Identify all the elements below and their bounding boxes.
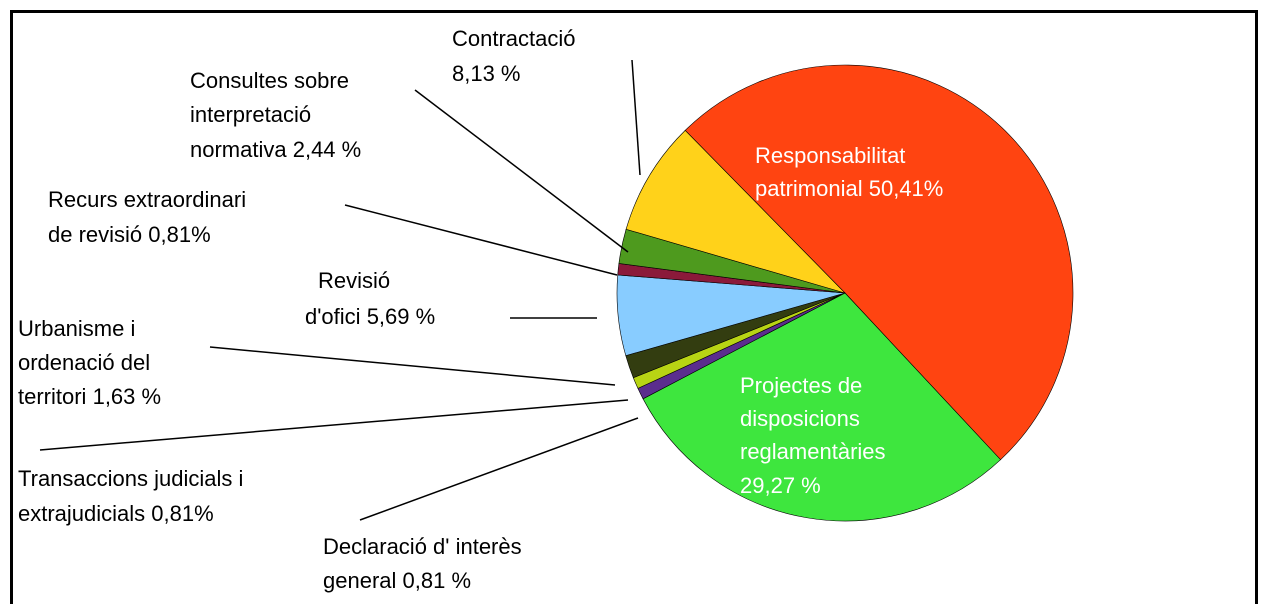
category-label: Responsabilitat	[755, 143, 905, 168]
category-label: Projectes de	[740, 373, 862, 398]
pie-slice	[642, 292, 1001, 522]
leader-line	[414, 89, 629, 253]
leader-line	[209, 346, 616, 386]
category-label: reglamentàries	[740, 439, 886, 464]
category-label: Revisió	[318, 268, 390, 293]
value-label: 50,41%	[869, 176, 944, 201]
category-label: normativa	[190, 137, 287, 162]
value-label: 0,81%	[148, 222, 210, 247]
value-label: 29,27 %	[740, 473, 821, 498]
value-label: 0,81 %	[403, 568, 472, 593]
slice-label: ordenació del	[18, 350, 150, 375]
value-label: 0,81%	[151, 501, 213, 526]
slice-label: interpretació	[190, 102, 311, 127]
value-label: 2,44 %	[293, 137, 362, 162]
category-label: ordenació del	[18, 350, 150, 375]
category-label: patrimonial	[755, 176, 863, 201]
slice-label: general 0,81 %	[323, 568, 471, 593]
leader-line	[359, 417, 639, 521]
category-label: interpretació	[190, 102, 311, 127]
value-label: 1,63 %	[93, 384, 162, 409]
slice-label: patrimonial 50,41%	[755, 176, 943, 201]
slice-label: Consultes sobre	[190, 68, 349, 93]
slice-label: territori 1,63 %	[18, 384, 161, 409]
pie-slice	[625, 129, 847, 294]
value-label: 8,13 %	[452, 61, 521, 86]
leader-line	[631, 59, 641, 176]
slice-label: Contractació	[452, 26, 576, 51]
category-label: extrajudicials	[18, 501, 145, 526]
category-label: d'ofici	[305, 304, 361, 329]
category-label: Consultes sobre	[190, 68, 349, 93]
slice-label: Declaració d' interès	[323, 534, 522, 559]
slice-label: d'ofici 5,69 %	[305, 304, 435, 329]
category-label: Transaccions judicials i	[18, 466, 243, 491]
slice-label: Transaccions judicials i	[18, 466, 243, 491]
slice-label: Revisió	[318, 268, 390, 293]
category-label: Declaració d' interès	[323, 534, 522, 559]
category-label: Recurs extraordinari	[48, 187, 246, 212]
category-label: territori	[18, 384, 86, 409]
category-label: general	[323, 568, 396, 593]
category-label: Contractació	[452, 26, 576, 51]
slice-label: Projectes de	[740, 373, 862, 398]
slice-label: extrajudicials 0,81%	[18, 501, 214, 526]
slice-label: normativa 2,44 %	[190, 137, 361, 162]
leader-line	[39, 399, 629, 451]
slice-label: Recurs extraordinari	[48, 187, 246, 212]
slice-label: Responsabilitat	[755, 143, 905, 168]
category-label: Urbanisme i	[18, 316, 135, 341]
slice-label: Urbanisme i	[18, 316, 135, 341]
pie-slice	[684, 64, 1074, 461]
category-label: disposicions	[740, 406, 860, 431]
frame	[10, 10, 1258, 604]
slice-label: disposicions	[740, 406, 860, 431]
slice-label: de revisió 0,81%	[48, 222, 211, 247]
leader-line	[344, 204, 618, 276]
category-label: de revisió	[48, 222, 142, 247]
value-label: 5,69 %	[367, 304, 436, 329]
slice-label: reglamentàries	[740, 439, 886, 464]
